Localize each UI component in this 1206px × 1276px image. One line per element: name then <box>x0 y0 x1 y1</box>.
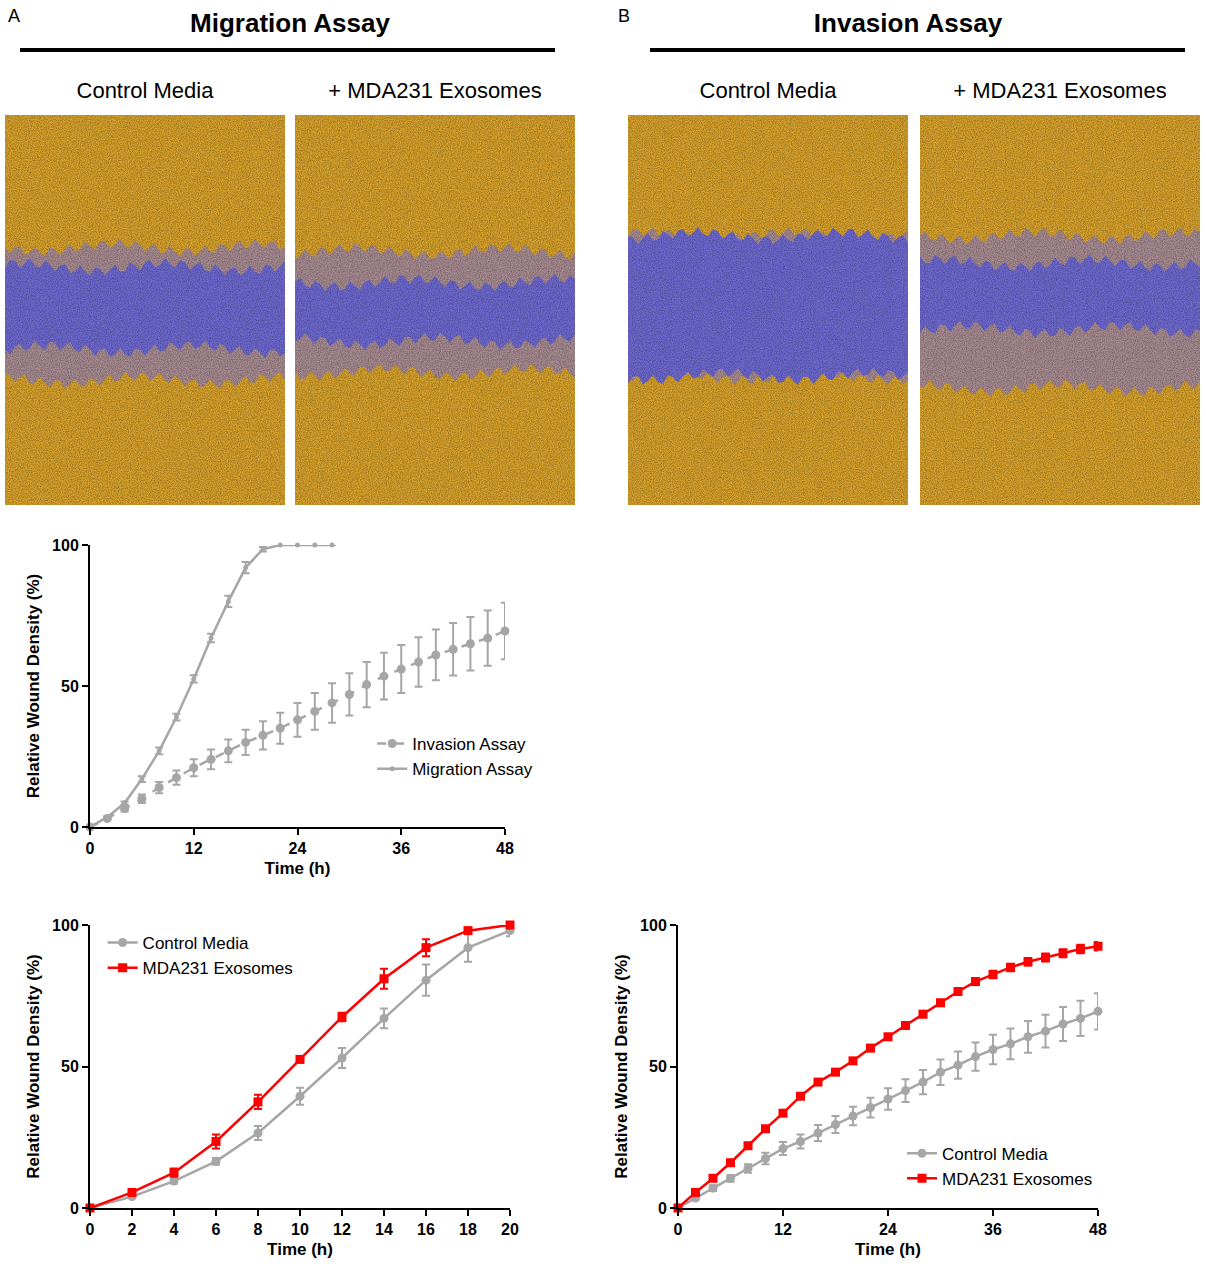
svg-text:50: 50 <box>61 678 79 695</box>
svg-text:Time (h): Time (h) <box>855 1240 921 1259</box>
svg-text:0: 0 <box>70 1200 79 1217</box>
svg-text:48: 48 <box>496 840 514 857</box>
svg-text:0: 0 <box>674 1221 683 1238</box>
svg-text:50: 50 <box>649 1058 667 1075</box>
svg-text:Time (h): Time (h) <box>265 859 331 878</box>
svg-text:MDA231 Exosomes: MDA231 Exosomes <box>942 1170 1092 1189</box>
svg-text:12: 12 <box>333 1221 351 1238</box>
svg-text:100: 100 <box>52 537 79 554</box>
html-text:A: A <box>8 6 20 26</box>
svg-text:0: 0 <box>86 840 95 857</box>
svg-text:0: 0 <box>658 1200 667 1217</box>
svg-text:Migration Assay: Migration Assay <box>412 760 532 779</box>
svg-text:48: 48 <box>1089 1221 1107 1238</box>
svg-text:36: 36 <box>984 1221 1002 1238</box>
html-text:+ MDA231 Exosomes: + MDA231 Exosomes <box>328 78 542 103</box>
html-text:+ MDA231 Exosomes: + MDA231 Exosomes <box>953 78 1167 103</box>
svg-text:12: 12 <box>185 840 203 857</box>
svg-text:8: 8 <box>254 1221 263 1238</box>
svg-text:2: 2 <box>128 1221 137 1238</box>
svg-text:100: 100 <box>52 917 79 934</box>
html-text:B: B <box>618 6 630 26</box>
svg-text:Relative Wound Density (%): Relative Wound Density (%) <box>612 954 631 1179</box>
svg-text:Control Media: Control Media <box>942 1145 1048 1164</box>
html-text:Control Media: Control Media <box>76 78 214 103</box>
svg-text:12: 12 <box>774 1221 792 1238</box>
svg-text:Invasion Assay: Invasion Assay <box>412 735 526 754</box>
svg-text:MDA231 Exosomes: MDA231 Exosomes <box>143 959 293 978</box>
svg-text:0: 0 <box>86 1221 95 1238</box>
svg-text:Time (h): Time (h) <box>267 1240 333 1259</box>
svg-text:16: 16 <box>417 1221 435 1238</box>
svg-text:100: 100 <box>640 917 667 934</box>
svg-text:10: 10 <box>291 1221 309 1238</box>
svg-text:Relative Wound Density (%): Relative Wound Density (%) <box>24 574 43 799</box>
svg-text:50: 50 <box>61 1058 79 1075</box>
svg-text:36: 36 <box>392 840 410 857</box>
svg-text:18: 18 <box>459 1221 477 1238</box>
svg-text:4: 4 <box>170 1221 179 1238</box>
html-text:Invasion Assay: Invasion Assay <box>813 8 1003 38</box>
svg-text:0: 0 <box>70 819 79 836</box>
svg-text:20: 20 <box>501 1221 519 1238</box>
html-text:Control Media: Control Media <box>699 78 837 103</box>
svg-text:Control Media: Control Media <box>143 934 249 953</box>
svg-text:24: 24 <box>879 1221 897 1238</box>
svg-text:Relative Wound Density (%): Relative Wound Density (%) <box>24 954 43 1179</box>
svg-text:14: 14 <box>375 1221 393 1238</box>
svg-text:24: 24 <box>289 840 307 857</box>
html-text:Migration Assay: Migration Assay <box>190 8 390 38</box>
svg-text:6: 6 <box>212 1221 221 1238</box>
